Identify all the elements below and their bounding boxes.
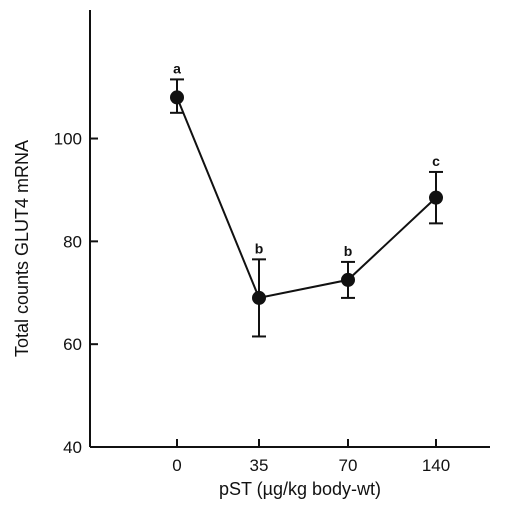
y-axis-title: Total counts GLUT4 mRNA — [12, 140, 32, 357]
x-tick-label: 70 — [339, 456, 358, 475]
x-tick-label: 0 — [172, 456, 181, 475]
data-point — [252, 290, 266, 305]
y-ticks: 40 60 80 100 — [54, 130, 98, 457]
y-tick-label: 80 — [63, 232, 82, 251]
y-tick-label: 40 — [63, 438, 82, 457]
x-ticks: 0 35 70 140 — [172, 439, 450, 475]
x-tick-label: 35 — [250, 456, 269, 475]
significance-letter: b — [344, 243, 353, 259]
x-axis-title: pST (µg/kg body-wt) — [219, 479, 381, 499]
y-tick-label: 100 — [54, 130, 82, 149]
data-point — [429, 190, 443, 205]
series-line — [176, 97, 437, 300]
data-point — [341, 272, 355, 287]
data-point — [170, 90, 184, 105]
significance-letter: a — [173, 60, 181, 76]
series-layer: a b b c — [170, 60, 443, 338]
significance-letter: c — [432, 153, 440, 169]
axes — [89, 10, 490, 448]
significance-letter: b — [255, 240, 264, 256]
y-tick-label: 60 — [63, 335, 82, 354]
x-tick-label: 140 — [422, 456, 450, 475]
